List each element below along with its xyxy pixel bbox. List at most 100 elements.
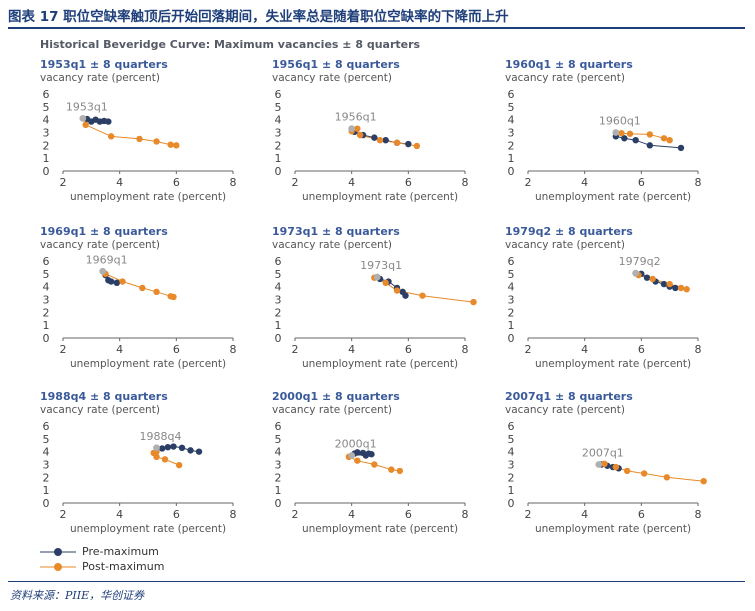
y-tick-label: 4 [275,114,282,127]
x-axis-label: unemployment rate (percent) [535,191,691,203]
data-point-pre [362,452,370,459]
chart-panel-1973q1: 1973q1 ± 8 quarters vacancy rate (percen… [272,225,507,390]
panel-title: 1956q1 ± 8 quarters [272,58,400,71]
data-point-post [601,460,608,468]
y-tick-label: 0 [508,165,515,178]
y-tick-label: 5 [275,101,282,114]
data-point-post [677,284,685,292]
data-point-peak [595,461,603,468]
x-tick-label: 8 [462,343,469,356]
y-tick-label: 5 [508,101,515,114]
data-point-post [623,467,631,475]
data-point-post [388,466,395,473]
y-tick-label: 0 [275,332,282,345]
peak-annotation: 1960q1 [599,115,641,128]
data-point-post [660,135,668,142]
data-point-pre [158,445,166,452]
legend-marker-post [54,563,62,571]
legend-label-pre: Pre-maximum [82,545,159,558]
y-tick-label: 2 [508,306,515,319]
data-point-pre [405,140,412,148]
legend-marker-pre [54,548,62,556]
x-tick-label: 2 [525,176,532,189]
y-tick-label: 3 [508,294,515,307]
legend-swatch-post [40,563,76,571]
y-tick-label: 5 [508,433,515,446]
data-point-post [393,287,401,294]
data-point-post [663,474,671,481]
data-point-pre [113,279,121,287]
y-axis-label: vacancy rate (percent) [40,404,160,416]
y-tick-label: 3 [43,127,50,140]
y-tick-label: 5 [275,268,282,281]
data-point-pre [178,444,186,452]
y-axis-label: vacancy rate (percent) [505,72,625,84]
y-tick-label: 4 [275,446,282,459]
data-point-pre [382,137,389,144]
data-point-post [173,142,180,149]
x-tick-label: 8 [462,508,469,521]
chart-panel-1960q1: 1960q1 ± 8 quarters vacancy rate (percen… [505,58,740,223]
data-point-post [354,457,361,464]
y-tick-label: 6 [275,420,282,433]
y-tick-label: 4 [508,281,515,294]
series-line-post [102,270,174,298]
y-tick-label: 3 [508,459,515,472]
x-tick-label: 8 [695,343,702,356]
x-tick-label: 4 [116,343,123,356]
x-axis-label: unemployment rate (percent) [535,523,691,535]
y-axis-label: vacancy rate (percent) [505,404,625,416]
data-point-peak [348,452,356,459]
data-point-pre [643,274,651,281]
chart-panel-1988q4: 1988q4 ± 8 quarters vacancy rate (percen… [40,390,275,555]
x-tick-label: 2 [292,343,299,356]
x-axis-label: unemployment rate (percent) [302,191,458,203]
x-tick-label: 2 [525,343,532,356]
y-tick-label: 3 [43,294,50,307]
peak-annotation: 2007q1 [582,447,624,460]
x-axis-label: unemployment rate (percent) [70,191,226,203]
x-tick-label: 8 [230,508,237,521]
chart-panel-1953q1: 1953q1 ± 8 quarters vacancy rate (percen… [40,58,275,223]
data-point-post [161,456,169,463]
chart-panel-2000q1: 2000q1 ± 8 quarters vacancy rate (percen… [272,390,507,555]
data-point-peak [373,273,381,281]
x-tick-label: 6 [405,176,412,189]
data-point-peak [99,267,107,275]
x-tick-label: 8 [230,343,237,356]
y-tick-label: 0 [275,165,282,178]
y-tick-label: 6 [275,255,282,268]
y-tick-label: 0 [508,497,515,510]
data-point-pre [170,443,177,450]
data-point-post [139,284,146,292]
panel-title: 1979q2 ± 8 quarters [505,225,633,238]
x-tick-label: 6 [638,343,645,356]
data-point-post [167,141,174,148]
y-tick-label: 1 [43,152,50,165]
y-axis-label: vacancy rate (percent) [272,239,392,251]
x-axis-label: unemployment rate (percent) [302,358,458,370]
top-divider [8,27,745,29]
x-tick-label: 8 [462,176,469,189]
y-tick-label: 4 [43,281,50,294]
y-tick-label: 6 [508,88,515,101]
x-tick-label: 6 [405,508,412,521]
panel-title: 1969q1 ± 8 quarters [40,225,168,238]
y-tick-label: 2 [43,471,50,484]
y-axis-label: vacancy rate (percent) [272,404,392,416]
x-tick-label: 2 [292,508,299,521]
panel-title: 1953q1 ± 8 quarters [40,58,168,71]
data-point-post [612,463,620,471]
figure-title: 图表 17 职位空缺率触顶后开始回落期间，失业率总是随着职位空缺率的下降而上升 [8,9,509,25]
data-point-post [356,131,364,139]
x-tick-label: 4 [581,176,588,189]
chart-panel-1979q2: 1979q2 ± 8 quarters vacancy rate (percen… [505,225,740,390]
peak-annotation: 1988q4 [140,430,182,443]
peak-annotation: 1973q1 [360,259,402,272]
y-tick-label: 5 [275,433,282,446]
x-axis-label: unemployment rate (percent) [535,358,691,370]
chart-panel-2007q1: 2007q1 ± 8 quarters vacancy rate (percen… [505,390,740,555]
